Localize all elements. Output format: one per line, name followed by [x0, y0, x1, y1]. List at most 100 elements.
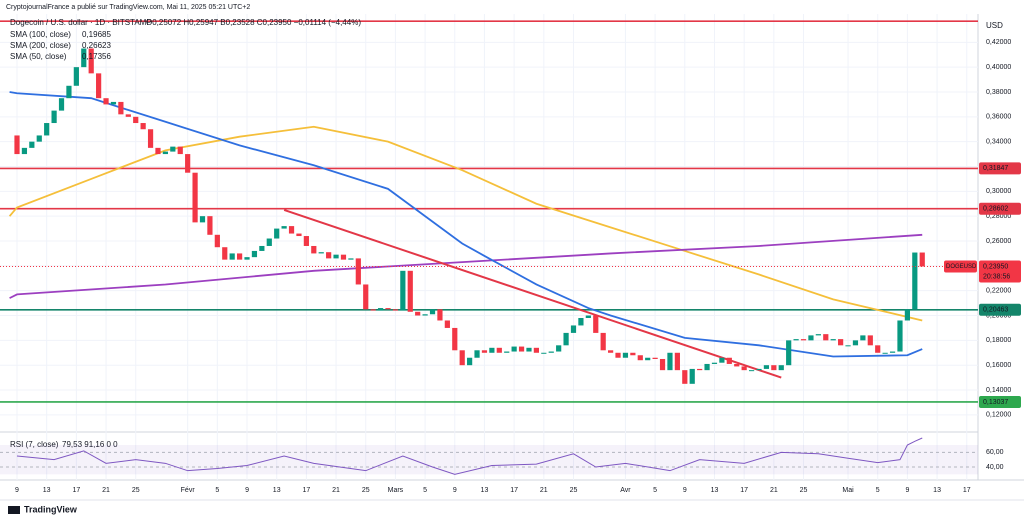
candle-body: [815, 334, 821, 336]
candle-body: [600, 332, 606, 351]
candle-body: [689, 368, 695, 384]
candle-body: [504, 351, 510, 353]
legend-name: SMA (50, close): [10, 52, 67, 61]
candle-body: [852, 340, 859, 346]
x-tick-label: 17: [72, 487, 80, 494]
currency: USD: [986, 21, 1003, 30]
x-tick-label: 21: [102, 487, 110, 494]
candle-body: [897, 320, 903, 352]
x-tick-label: 25: [132, 487, 140, 494]
candle-body: [867, 335, 873, 346]
logo: [8, 506, 20, 514]
candle-body: [467, 357, 473, 366]
y-tick-label: 0,18000: [986, 337, 1011, 344]
candle-body: [645, 357, 651, 361]
candle-body: [526, 347, 532, 352]
candle-body: [726, 357, 732, 364]
y-tick-label: 0,30000: [986, 188, 1011, 195]
last-box: [979, 260, 1021, 283]
candle-body: [518, 346, 525, 352]
candle-body: [511, 346, 517, 352]
x-tick-label: 5: [215, 487, 219, 494]
candle-body: [400, 270, 406, 311]
candle-body: [281, 226, 287, 229]
candle-body: [407, 270, 413, 312]
candle-body: [244, 257, 250, 260]
candle-body: [838, 339, 844, 346]
candle-body: [103, 98, 109, 105]
candle-body: [763, 365, 770, 369]
candle-body: [340, 254, 347, 260]
rsi-band: [0, 445, 978, 475]
candle-body: [800, 339, 807, 341]
candle-body: [659, 358, 666, 371]
sma-line: [8, 125, 923, 322]
level-label: 0,20463: [983, 307, 1008, 314]
candle-body: [830, 339, 836, 341]
candle-body: [73, 67, 79, 86]
candle-body: [140, 123, 146, 130]
candle-body: [96, 73, 102, 99]
candle-body: [422, 314, 428, 316]
candle-body: [29, 141, 35, 148]
candle-body: [452, 327, 458, 351]
candle-body: [622, 352, 629, 358]
candle-body: [251, 250, 258, 258]
candle-body: [615, 352, 621, 358]
candle-body: [496, 347, 502, 353]
candle-body: [21, 147, 28, 155]
legend-name: SMA (100, close): [10, 30, 71, 39]
candle-body: [259, 245, 265, 251]
x-tick-label: 13: [933, 487, 941, 494]
candle-body: [756, 368, 762, 371]
candle-body: [444, 320, 450, 328]
candle-body: [237, 253, 243, 260]
candle-body: [170, 146, 176, 152]
candle-body: [919, 252, 925, 267]
candle-body: [51, 110, 57, 124]
level-label: 0,28602: [983, 206, 1008, 213]
candle-body: [563, 332, 569, 346]
level-box: [979, 162, 1021, 175]
x-tick-label: 17: [302, 487, 310, 494]
candle-body: [741, 366, 747, 371]
y-tick-label: 0,40000: [986, 64, 1011, 71]
candle-body: [377, 308, 384, 311]
candle-body: [823, 334, 829, 341]
x-tick-label: 5: [876, 487, 880, 494]
x-tick-label: 9: [453, 487, 457, 494]
candle-body: [904, 309, 910, 321]
candle-body: [415, 311, 421, 316]
candle-body: [58, 98, 65, 111]
candle-body: [222, 247, 228, 260]
candle-body: [541, 352, 547, 354]
level-box: [979, 202, 1021, 215]
candle-body: [889, 351, 896, 353]
y-tick-label: 0,36000: [986, 114, 1011, 121]
countdown: 20:38:56: [983, 273, 1010, 280]
x-tick-label: 17: [740, 487, 748, 494]
level-box: [979, 395, 1021, 408]
candle-body: [771, 365, 777, 371]
candle-body: [162, 151, 168, 155]
candle-body: [296, 233, 302, 237]
candle-body: [489, 347, 495, 353]
legend-name: SMA (200, close): [10, 41, 71, 50]
x-tick-label: 21: [770, 487, 778, 494]
candle-body: [214, 234, 220, 248]
y-tick-label: 0,16000: [986, 362, 1011, 369]
candle-body: [667, 352, 673, 371]
x-tick-label: 17: [510, 487, 518, 494]
y-tick-label: 0,38000: [986, 89, 1011, 96]
candle-body: [637, 355, 643, 361]
candle-body: [192, 172, 198, 223]
candle-body: [288, 226, 295, 234]
candle-body: [593, 315, 599, 333]
candle-body: [548, 351, 554, 353]
candle-body: [711, 362, 718, 364]
plot: [0, 20, 978, 403]
candle-body: [318, 252, 324, 254]
candle-body: [860, 335, 866, 341]
rsi-readout: 79,53 91,16 0 0: [62, 440, 118, 449]
candle-body: [778, 365, 784, 371]
